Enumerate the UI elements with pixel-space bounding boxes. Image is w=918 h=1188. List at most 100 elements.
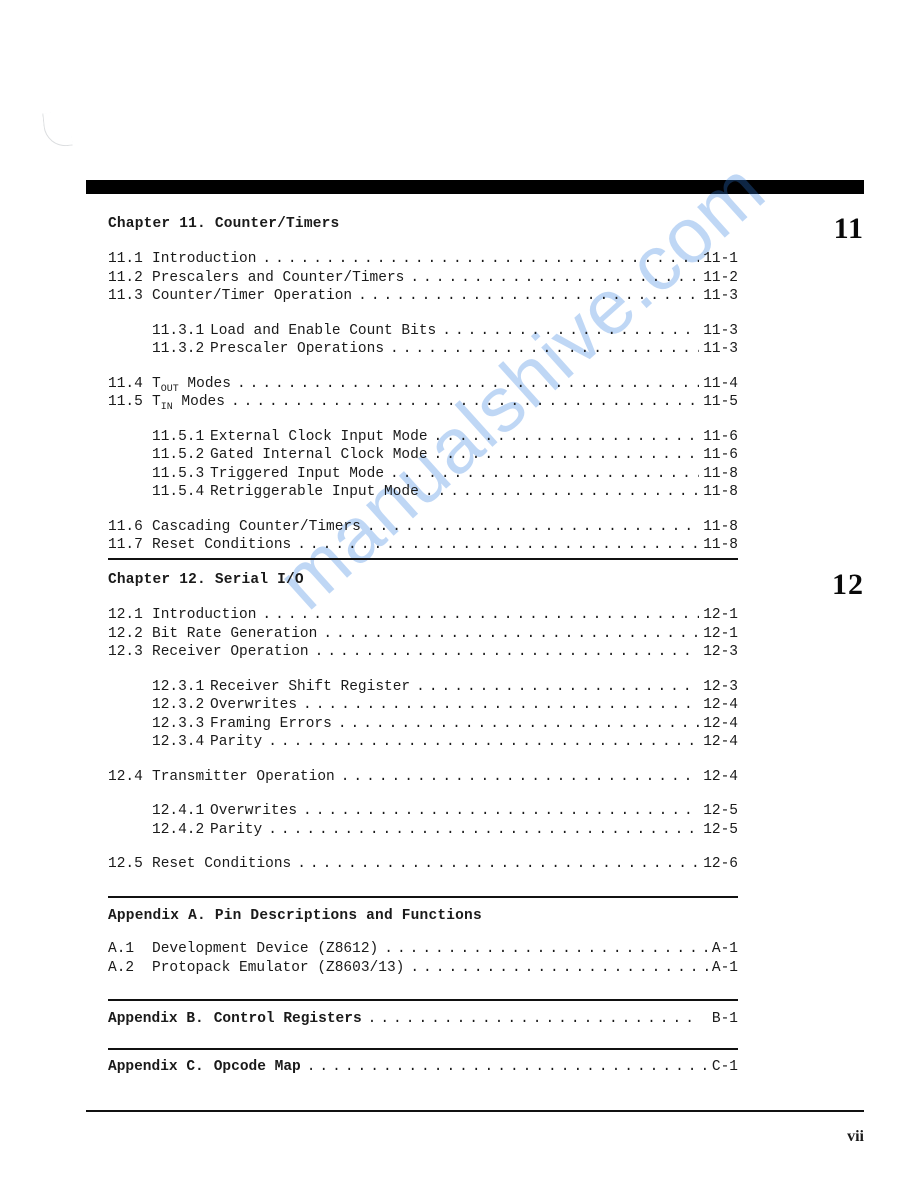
toc-page: 11-1 bbox=[699, 252, 738, 267]
toc-row: 12.2Bit Rate Generation.................… bbox=[108, 627, 738, 642]
toc-title: Introduction bbox=[152, 608, 256, 623]
toc-subtitle: External Clock Input Mode bbox=[210, 430, 428, 445]
toc-row: 12.1Introduction........................… bbox=[108, 608, 738, 623]
toc-page: 11-5 bbox=[699, 395, 738, 410]
side-tab-12: 12 bbox=[804, 568, 864, 602]
ch12-sub-1: 12.3.1Receiver Shift Register...........… bbox=[108, 680, 738, 750]
divider-after-ch11 bbox=[108, 558, 738, 560]
toc-page: 12-4 bbox=[699, 735, 738, 750]
appendix-b-line: Appendix B. Control Registers ..........… bbox=[108, 1012, 738, 1027]
toc-row: A.2Protopack Emulator (Z8603/13)........… bbox=[108, 961, 738, 976]
toc-num: 12.1 bbox=[108, 608, 152, 623]
dot-leader: ........................................ bbox=[335, 770, 699, 785]
toc-title: TOUT Modes bbox=[152, 377, 231, 392]
divider-after-appB bbox=[108, 1048, 738, 1050]
toc-subtitle: Load and Enable Count Bits bbox=[210, 324, 436, 339]
toc-subtitle: Overwrites bbox=[210, 698, 297, 713]
toc-page: 11-8 bbox=[699, 467, 738, 482]
toc-num: 11.4 bbox=[108, 377, 152, 392]
dot-leader: .................................. bbox=[297, 804, 699, 819]
dot-leader: .................................. bbox=[428, 448, 700, 463]
toc-page: 12-3 bbox=[699, 645, 738, 660]
toc-row: 11.6Cascading Counter/Timers............… bbox=[108, 520, 738, 535]
side-tab-11: 11 bbox=[804, 212, 864, 246]
toc-page: 11-2 bbox=[699, 271, 738, 286]
appendix-c-label: Appendix C. bbox=[108, 1060, 214, 1075]
toc-subrow: 11.5.2Gated Internal Clock Mode.........… bbox=[108, 448, 738, 463]
dot-leader: ........................................ bbox=[361, 520, 699, 535]
toc-subrow: 12.3.2Overwrites........................… bbox=[108, 698, 738, 713]
toc-page: 11-6 bbox=[699, 430, 738, 445]
toc-subnum: 12.3.2 bbox=[152, 698, 210, 713]
page: 11 12 manualshive.com Chapter 11. Counte… bbox=[0, 0, 918, 1188]
dot-leader: .................................. bbox=[384, 342, 699, 357]
dot-leader: ........................................ bbox=[404, 271, 699, 286]
toc-title: Transmitter Operation bbox=[152, 770, 335, 785]
toc-page: 11-3 bbox=[699, 324, 738, 339]
toc-page: 12-5 bbox=[699, 823, 738, 838]
top-black-bar bbox=[86, 180, 864, 194]
toc-row: 11.2Prescalers and Counter/Timers.......… bbox=[108, 271, 738, 286]
dot-leader: .................................. bbox=[262, 735, 699, 750]
toc-row: 12.5Reset Conditions....................… bbox=[108, 857, 738, 872]
ch11-block-3: 11.6Cascading Counter/Timers............… bbox=[108, 520, 738, 553]
toc-page: 11-3 bbox=[699, 289, 738, 304]
toc-title: Prescalers and Counter/Timers bbox=[152, 271, 404, 286]
toc-title: Reset Conditions bbox=[152, 857, 291, 872]
toc-num: 12.4 bbox=[108, 770, 152, 785]
toc-num: 11.5 bbox=[108, 395, 152, 410]
toc-row: 11.4TOUT Modes..........................… bbox=[108, 377, 738, 392]
dot-leader: .................................. bbox=[332, 717, 699, 732]
dot-leader: ........................................ bbox=[291, 538, 699, 553]
toc-row: 12.4Transmitter Operation...............… bbox=[108, 770, 738, 785]
toc-num: 12.5 bbox=[108, 857, 152, 872]
ch11-sub-2: 11.5.1External Clock Input Mode.........… bbox=[108, 430, 738, 500]
dot-leader: .................................. bbox=[410, 680, 699, 695]
ch11-sub-1: 11.3.1Load and Enable Count Bits........… bbox=[108, 324, 738, 357]
dot-leader: .................................. bbox=[419, 485, 699, 500]
toc-num: 11.1 bbox=[108, 252, 152, 267]
dot-leader: ........................................ bbox=[309, 645, 700, 660]
dot-leader: ........................................ bbox=[231, 377, 699, 392]
toc-title: Protopack Emulator (Z8603/13) bbox=[152, 961, 404, 976]
appendix-c-page: C-1 bbox=[708, 1060, 738, 1075]
toc-subtitle: Overwrites bbox=[210, 804, 297, 819]
toc-subnum: 11.5.3 bbox=[152, 467, 210, 482]
dot-leader: ........................................ bbox=[256, 608, 699, 623]
toc-num: 12.3 bbox=[108, 645, 152, 660]
toc-subrow: 12.4.2Parity............................… bbox=[108, 823, 738, 838]
toc-row: 11.3Counter/Timer Operation.............… bbox=[108, 289, 738, 304]
toc-title: Introduction bbox=[152, 252, 256, 267]
toc-page: 12-4 bbox=[699, 717, 738, 732]
ch12-block-1: 12.1Introduction........................… bbox=[108, 608, 738, 660]
toc-title: Counter/Timer Operation bbox=[152, 289, 352, 304]
toc-subrow: 12.3.4Parity............................… bbox=[108, 735, 738, 750]
toc-num: 12.2 bbox=[108, 627, 152, 642]
toc-subtitle: Gated Internal Clock Mode bbox=[210, 448, 428, 463]
dot-leader: .................................. bbox=[384, 467, 699, 482]
toc-row: A.1Development Device (Z8612)...........… bbox=[108, 942, 738, 957]
toc-title: Bit Rate Generation bbox=[152, 627, 317, 642]
dot-leader: ........................................ bbox=[225, 395, 699, 410]
toc-page: 11-8 bbox=[699, 538, 738, 553]
toc-page: A-1 bbox=[708, 942, 738, 957]
appendix-b-label: Appendix B. bbox=[108, 1012, 214, 1027]
toc-title: Cascading Counter/Timers bbox=[152, 520, 361, 535]
dot-leader: ........................................ bbox=[378, 942, 708, 957]
appA-rows: A.1Development Device (Z8612)...........… bbox=[108, 942, 738, 975]
toc-page: 11-6 bbox=[699, 448, 738, 463]
divider-after-appA bbox=[108, 999, 738, 1001]
scan-artifact-binding bbox=[42, 111, 73, 149]
toc-subnum: 12.3.1 bbox=[152, 680, 210, 695]
toc-row: 11.7Reset Conditions....................… bbox=[108, 538, 738, 553]
toc-subtitle: Parity bbox=[210, 823, 262, 838]
toc-page: 12-1 bbox=[699, 608, 738, 623]
toc-subnum: 11.5.4 bbox=[152, 485, 210, 500]
toc-subnum: 11.3.1 bbox=[152, 324, 210, 339]
toc-subrow: 11.5.3Triggered Input Mode..............… bbox=[108, 467, 738, 482]
toc-title: Development Device (Z8612) bbox=[152, 942, 378, 957]
appendix-b-page: B-1 bbox=[708, 1012, 738, 1027]
toc-page: 11-3 bbox=[699, 342, 738, 357]
toc-num: A.2 bbox=[108, 961, 152, 976]
dot-leader: .................................. bbox=[436, 324, 699, 339]
